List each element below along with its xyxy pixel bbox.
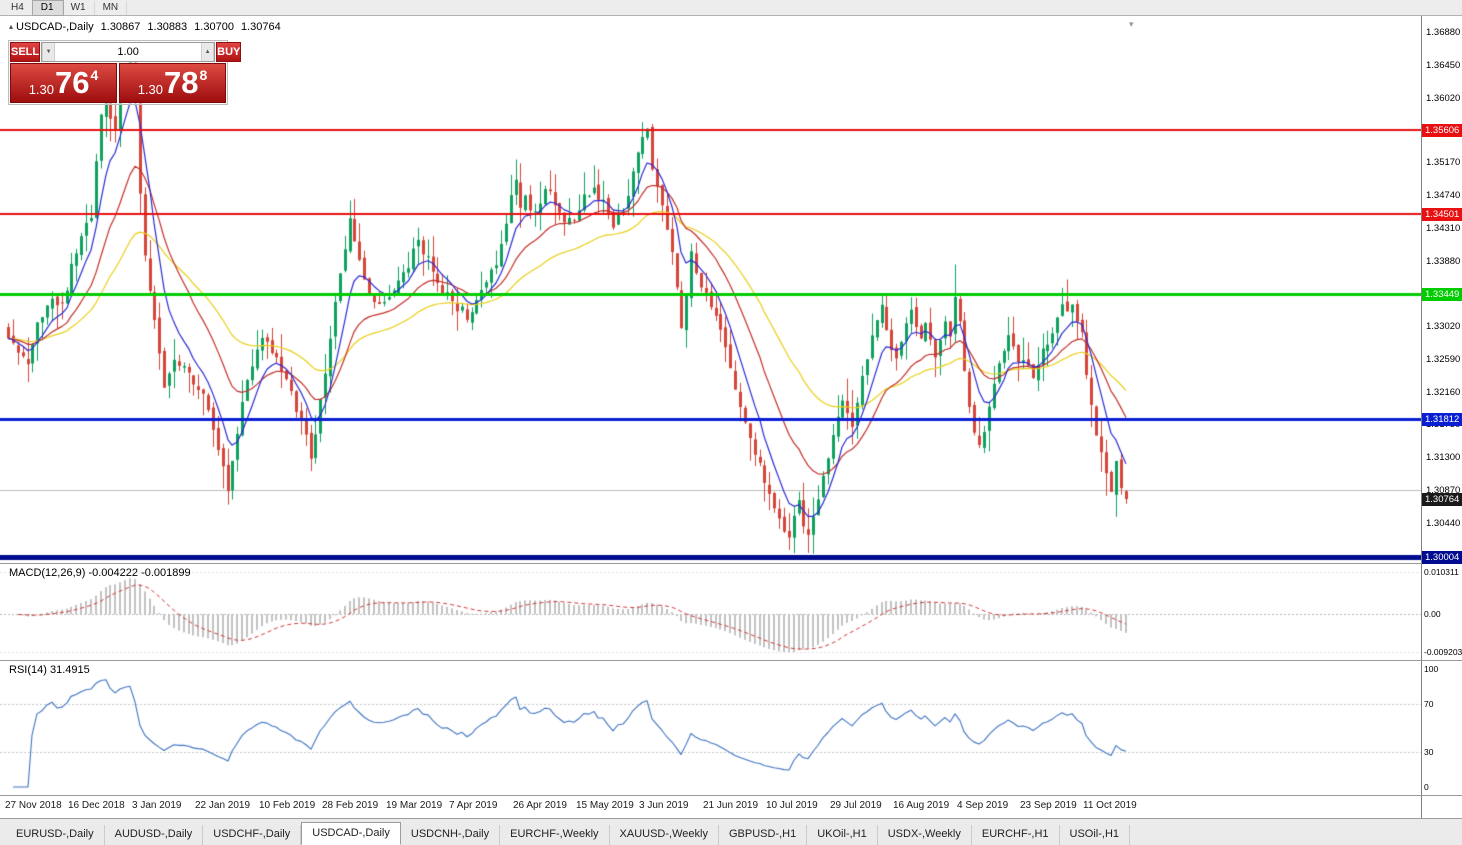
- chart-tab-bar: EURUSD-,Daily AUDUSD-,Daily USDCHF-,Daily U…: [0, 818, 1462, 845]
- sell-button[interactable]: SELL: [10, 42, 41, 62]
- date-axis-label: 23 Sep 2019: [1020, 800, 1077, 811]
- chart-tab-audusd-daily[interactable]: AUDUSD-,Daily: [105, 825, 204, 845]
- chart-tab-xauusd-weekly[interactable]: XAUUSD-,Weekly: [610, 825, 719, 845]
- date-axis-label: 26 Apr 2019: [513, 800, 567, 811]
- chart-tab-usdx-weekly[interactable]: USDX-,Weekly: [878, 825, 972, 845]
- date-axis-label: 29 Jul 2019: [830, 800, 882, 811]
- timeframe-toolbar: H4 D1 W1 MN: [0, 0, 1462, 16]
- macd-indicator-label: MACD(12,26,9) -0.004222 -0.001899: [9, 567, 191, 579]
- panel-separator[interactable]: [0, 563, 1462, 564]
- price-chart-canvas[interactable]: [0, 16, 1421, 563]
- chart-tab-gbpusd-h1[interactable]: GBPUSD-,H1: [719, 825, 808, 845]
- date-axis-label: 28 Feb 2019: [322, 800, 379, 811]
- date-axis-label: 10 Feb 2019: [259, 800, 316, 811]
- sell-price-base: 1.30: [28, 82, 55, 97]
- ohlc-close: 1.30764: [240, 21, 281, 33]
- one-click-trading-panel: SELL ▼ ▲ BUY 1.30 76 4 1.30 78 8: [8, 40, 242, 105]
- volume-input[interactable]: [55, 43, 202, 61]
- buy-price-big: 78: [164, 65, 199, 100]
- chart-tab-ukoil-h1[interactable]: UKOil-,H1: [807, 825, 878, 845]
- chart-tab-eurusd-daily[interactable]: EURUSD-,Daily: [6, 825, 105, 845]
- volume-decrease-button[interactable]: ▼: [42, 43, 56, 61]
- chart-tab-usdcnh-daily[interactable]: USDCNH-,Daily: [401, 825, 501, 845]
- macd-panel-canvas[interactable]: [0, 564, 1421, 660]
- panel-separator: [0, 795, 1462, 796]
- buy-price-pip: 8: [199, 67, 208, 83]
- date-axis-label: 21 Jun 2019: [703, 800, 759, 811]
- date-axis-label: 22 Jan 2019: [195, 800, 251, 811]
- chart-tab-usdcad-daily[interactable]: USDCAD-,Daily: [301, 822, 401, 845]
- volume-control: ▼ ▲: [41, 42, 216, 62]
- timeframe-button-mn[interactable]: MN: [95, 0, 128, 15]
- date-axis[interactable]: 27 Nov 2018 16 Dec 2018 3 Jan 2019 22 Jan 2…: [0, 796, 1421, 818]
- timeframe-button-h4[interactable]: H4: [3, 0, 33, 15]
- date-axis-label: 4 Sep 2019: [957, 800, 1009, 811]
- ohlc-open: 1.30867: [100, 21, 141, 33]
- volume-increase-button[interactable]: ▲: [201, 43, 215, 61]
- date-axis-label: 3 Jan 2019: [132, 800, 182, 811]
- chart-title: ▴ USDCAD-,Daily 1.30867 1.30883 1.30700 1.307…: [9, 21, 288, 33]
- date-axis-label: 27 Nov 2018: [5, 800, 62, 811]
- buy-button[interactable]: BUY: [216, 42, 242, 62]
- date-axis-label: 15 May 2019: [576, 800, 634, 811]
- buy-price-button[interactable]: 1.30 78 8: [119, 63, 226, 103]
- chart-shift-marker-icon: ▾: [1129, 19, 1134, 29]
- date-axis-label: 3 Jun 2019: [639, 800, 689, 811]
- date-axis-label: 10 Jul 2019: [766, 800, 818, 811]
- date-axis-label: 19 Mar 2019: [386, 800, 443, 811]
- sell-price-button[interactable]: 1.30 76 4: [10, 63, 117, 103]
- chart-tab-usoil-h1[interactable]: USOil-,H1: [1060, 825, 1131, 845]
- date-axis-label: 11 Oct 2019: [1083, 800, 1137, 811]
- buy-price-base: 1.30: [137, 82, 164, 97]
- timeframe-button-w1[interactable]: W1: [63, 0, 95, 15]
- rsi-panel-canvas[interactable]: [0, 661, 1421, 795]
- timeframe-button-d1[interactable]: D1: [31, 0, 64, 16]
- chart-tab-eurchf-h1[interactable]: EURCHF-,H1: [972, 825, 1060, 845]
- date-axis-label: 16 Aug 2019: [893, 800, 950, 811]
- chart-tab-eurchf-weekly[interactable]: EURCHF-,Weekly: [500, 825, 610, 845]
- date-axis-label: 7 Apr 2019: [449, 800, 498, 811]
- collapse-trade-panel-icon[interactable]: ▴: [9, 22, 14, 31]
- date-axis-label: 16 Dec 2018: [68, 800, 125, 811]
- panel-separator[interactable]: [0, 660, 1462, 661]
- price-axis[interactable]: [1421, 16, 1462, 818]
- chart-symbol-label: USDCAD-,Daily: [16, 21, 94, 33]
- chart-tab-usdchf-daily[interactable]: USDCHF-,Daily: [203, 825, 302, 845]
- sell-price-big: 76: [55, 65, 90, 100]
- ohlc-low: 1.30700: [194, 21, 234, 33]
- rsi-indicator-label: RSI(14) 31.4915: [9, 664, 90, 676]
- sell-price-pip: 4: [90, 67, 99, 83]
- ohlc-high: 1.30883: [147, 21, 188, 33]
